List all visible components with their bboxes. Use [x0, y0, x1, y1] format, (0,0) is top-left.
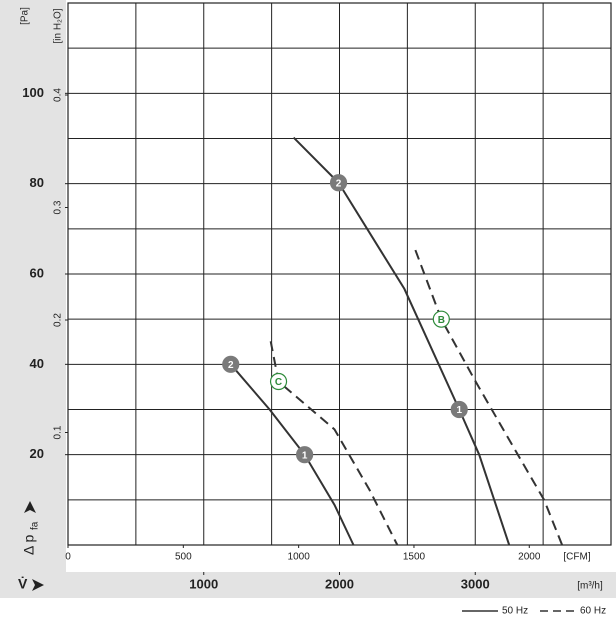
y-unit: [Pa] [20, 7, 31, 25]
y3-unit: [in H₂O] [53, 8, 64, 43]
y-tick-label: 60 [30, 265, 44, 280]
x2-unit: [CFM] [563, 552, 590, 563]
annotation-label: 1 [456, 405, 462, 416]
x2-tick-label: 0 [65, 552, 71, 563]
x-tick-label: 2000 [325, 576, 354, 591]
legend-label: 60 Hz [580, 606, 606, 617]
curve [414, 249, 564, 546]
y3-tick-label: 0.4 [53, 88, 64, 102]
annotation-marker [432, 310, 450, 328]
annotation-label: 2 [228, 360, 234, 371]
annotation-marker [296, 446, 314, 464]
annotation-marker [222, 355, 240, 373]
x-label: V̇ [18, 576, 28, 592]
x2-tick-label: 500 [175, 552, 192, 563]
x-unit: [m³/h] [577, 581, 603, 592]
y-tick-label: 40 [30, 356, 44, 371]
annotation-label: C [275, 377, 282, 388]
y3-tick-label: 0.1 [53, 425, 64, 439]
bottom-band [0, 572, 616, 598]
annotation-label: 2 [336, 178, 342, 189]
annotation-marker [329, 174, 348, 192]
y-label: Δ p fa [21, 501, 41, 555]
legend: 50 Hz 60 Hz [462, 606, 606, 617]
curve [292, 136, 511, 546]
x-tick-label: 3000 [461, 576, 490, 591]
annotation-marker [269, 372, 288, 391]
x2-tick-label: 1500 [403, 552, 426, 563]
legend-label: 50 Hz [502, 606, 528, 617]
y-arrow [24, 501, 36, 513]
y-tick-label: 20 [30, 446, 44, 461]
y-label-main: Δ p [21, 535, 37, 555]
annotation-label: B [438, 315, 445, 326]
annotation-label: 1 [302, 450, 308, 461]
x2-tick-label: 1000 [288, 552, 311, 563]
x-tick-label: 1000 [189, 576, 218, 591]
curve [269, 341, 399, 546]
y-tick-label: 100 [22, 85, 44, 100]
annotation-marker [450, 400, 468, 419]
x2-tick-label: 2000 [518, 552, 541, 563]
y-label-sub: fa [30, 521, 41, 530]
y3-tick-label: 0.2 [53, 313, 64, 327]
y-tick-label: 80 [30, 175, 44, 190]
y3-tick-label: 0.3 [53, 200, 64, 214]
left-band [0, 0, 66, 598]
x-arrow [32, 579, 44, 591]
